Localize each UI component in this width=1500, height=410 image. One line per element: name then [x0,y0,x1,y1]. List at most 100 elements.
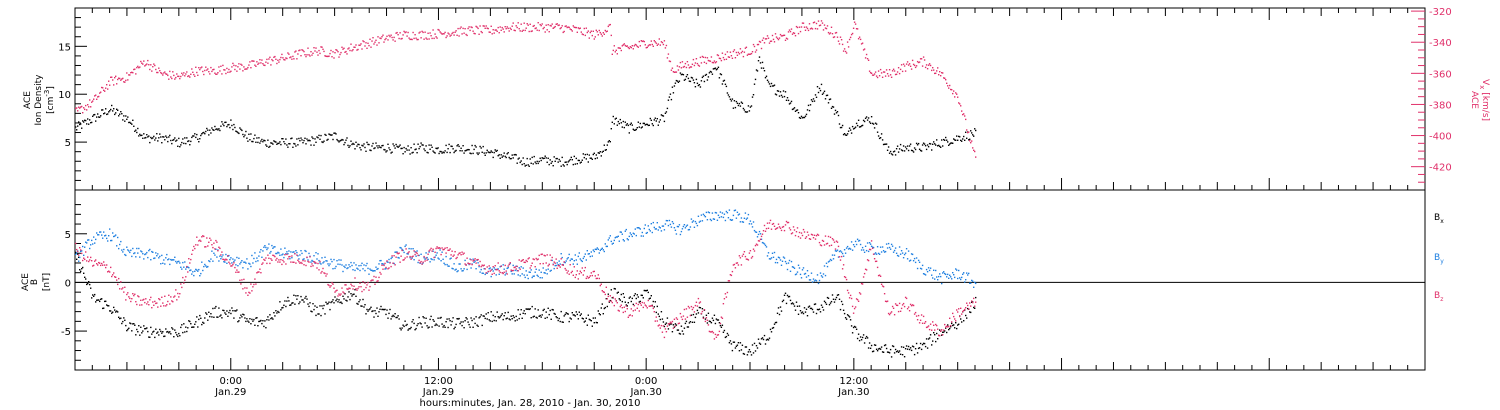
density-series-point [795,109,798,112]
bz-series-point [435,247,437,250]
by-series-point [647,225,649,227]
density-series-point [246,137,248,139]
bx-series-point [161,332,163,334]
by-series-point [679,233,682,236]
bx-series-point [411,321,413,323]
bx-series-point [382,308,384,311]
by-series-point [871,246,874,248]
velocity-series-point [159,70,161,72]
density-series-point [374,147,376,149]
by-series-point [764,244,767,247]
bx-series-point [769,328,772,331]
by-series-point [169,263,171,266]
by-series-point [636,227,638,229]
bz-series-point [402,259,404,261]
bx-series-point [460,321,462,323]
velocity-series-point [891,70,894,72]
velocity-series-point [661,41,664,44]
velocity-series-point [157,71,159,74]
by-series-point [557,264,559,266]
velocity-series-point [195,66,197,68]
bz-series-point [171,300,173,302]
density-series-point [902,145,905,147]
density-series-point [622,120,624,123]
by-series-point [422,262,424,264]
bx-series-point [816,308,819,311]
velocity-series-point [148,64,150,66]
density-series-point [769,85,772,88]
bottom-left-axis: -505 [61,204,87,361]
bz-series-point [431,250,433,252]
by-series-point [916,267,919,270]
field-axis-title-line2: B [30,279,40,285]
density-series-point [503,152,505,154]
bz-series-point [500,265,502,267]
density-series-point [397,146,399,148]
bz-series-point [458,252,460,255]
bz-series-point [871,247,874,249]
legend-base: B [1434,291,1440,301]
bx-series-point [322,307,324,310]
density-series-point [391,151,393,153]
bz-series-point [689,314,692,317]
velocity-series-point [153,63,155,65]
by-series-point [900,250,903,252]
density-series-point [141,134,143,136]
density-series-point [506,153,508,155]
bx-series-point [378,311,380,313]
density-series-point [271,142,273,144]
density-series-point [166,136,168,139]
bz-series-point [400,255,402,257]
bx-series-point [177,335,179,338]
density-series-point [320,134,322,137]
bx-series-point [847,315,850,317]
bx-series-point [198,318,200,321]
velocity-series-point [324,55,326,57]
bx-series-point [803,307,806,309]
bx-series-point [810,307,813,310]
by-series-point [296,251,298,254]
density-series-point [377,147,379,149]
velocity-series-point [687,64,690,66]
bz-series-point [898,302,901,305]
bz-series-point [888,313,891,316]
bx-series-point [437,317,439,319]
bz-series-point [108,270,110,272]
density-series-point [457,144,459,146]
velocity-series-point [175,76,177,79]
velocity-series-point [869,72,872,74]
bz-series-point [409,255,411,258]
density-series-point [863,120,866,123]
density-series-point [388,147,390,149]
by-series-point [145,253,147,255]
bz-series-point [162,302,164,304]
velocity-series-point [808,23,811,25]
bx-series-point [125,324,127,327]
bz-series-point [262,262,264,264]
density-series-point [896,145,899,147]
bx-series-point [455,323,457,326]
bx-series-point [317,313,319,315]
bx-series-point [204,317,206,319]
density-series-point [338,141,340,143]
velocity-series-point [769,40,772,42]
bz-series-point [75,242,77,245]
bz-series-point [92,265,94,267]
bx-series-point [879,348,882,350]
bx-series-point [271,317,273,319]
bx-series-point [538,315,540,317]
by-series-point [729,218,732,221]
bx-series-point [692,313,695,316]
by-series-point [955,268,957,270]
velocity-series-point [642,40,644,42]
bz-series-point [265,257,267,259]
density-series-point [804,115,807,117]
density-series-point [189,144,191,146]
bz-series-point [828,245,831,247]
bz-series-point [350,283,352,285]
by-series-point [747,213,750,216]
by-series [75,209,977,288]
by-series-point [225,253,227,256]
by-series-point [826,265,829,268]
density-series-point [781,96,784,98]
